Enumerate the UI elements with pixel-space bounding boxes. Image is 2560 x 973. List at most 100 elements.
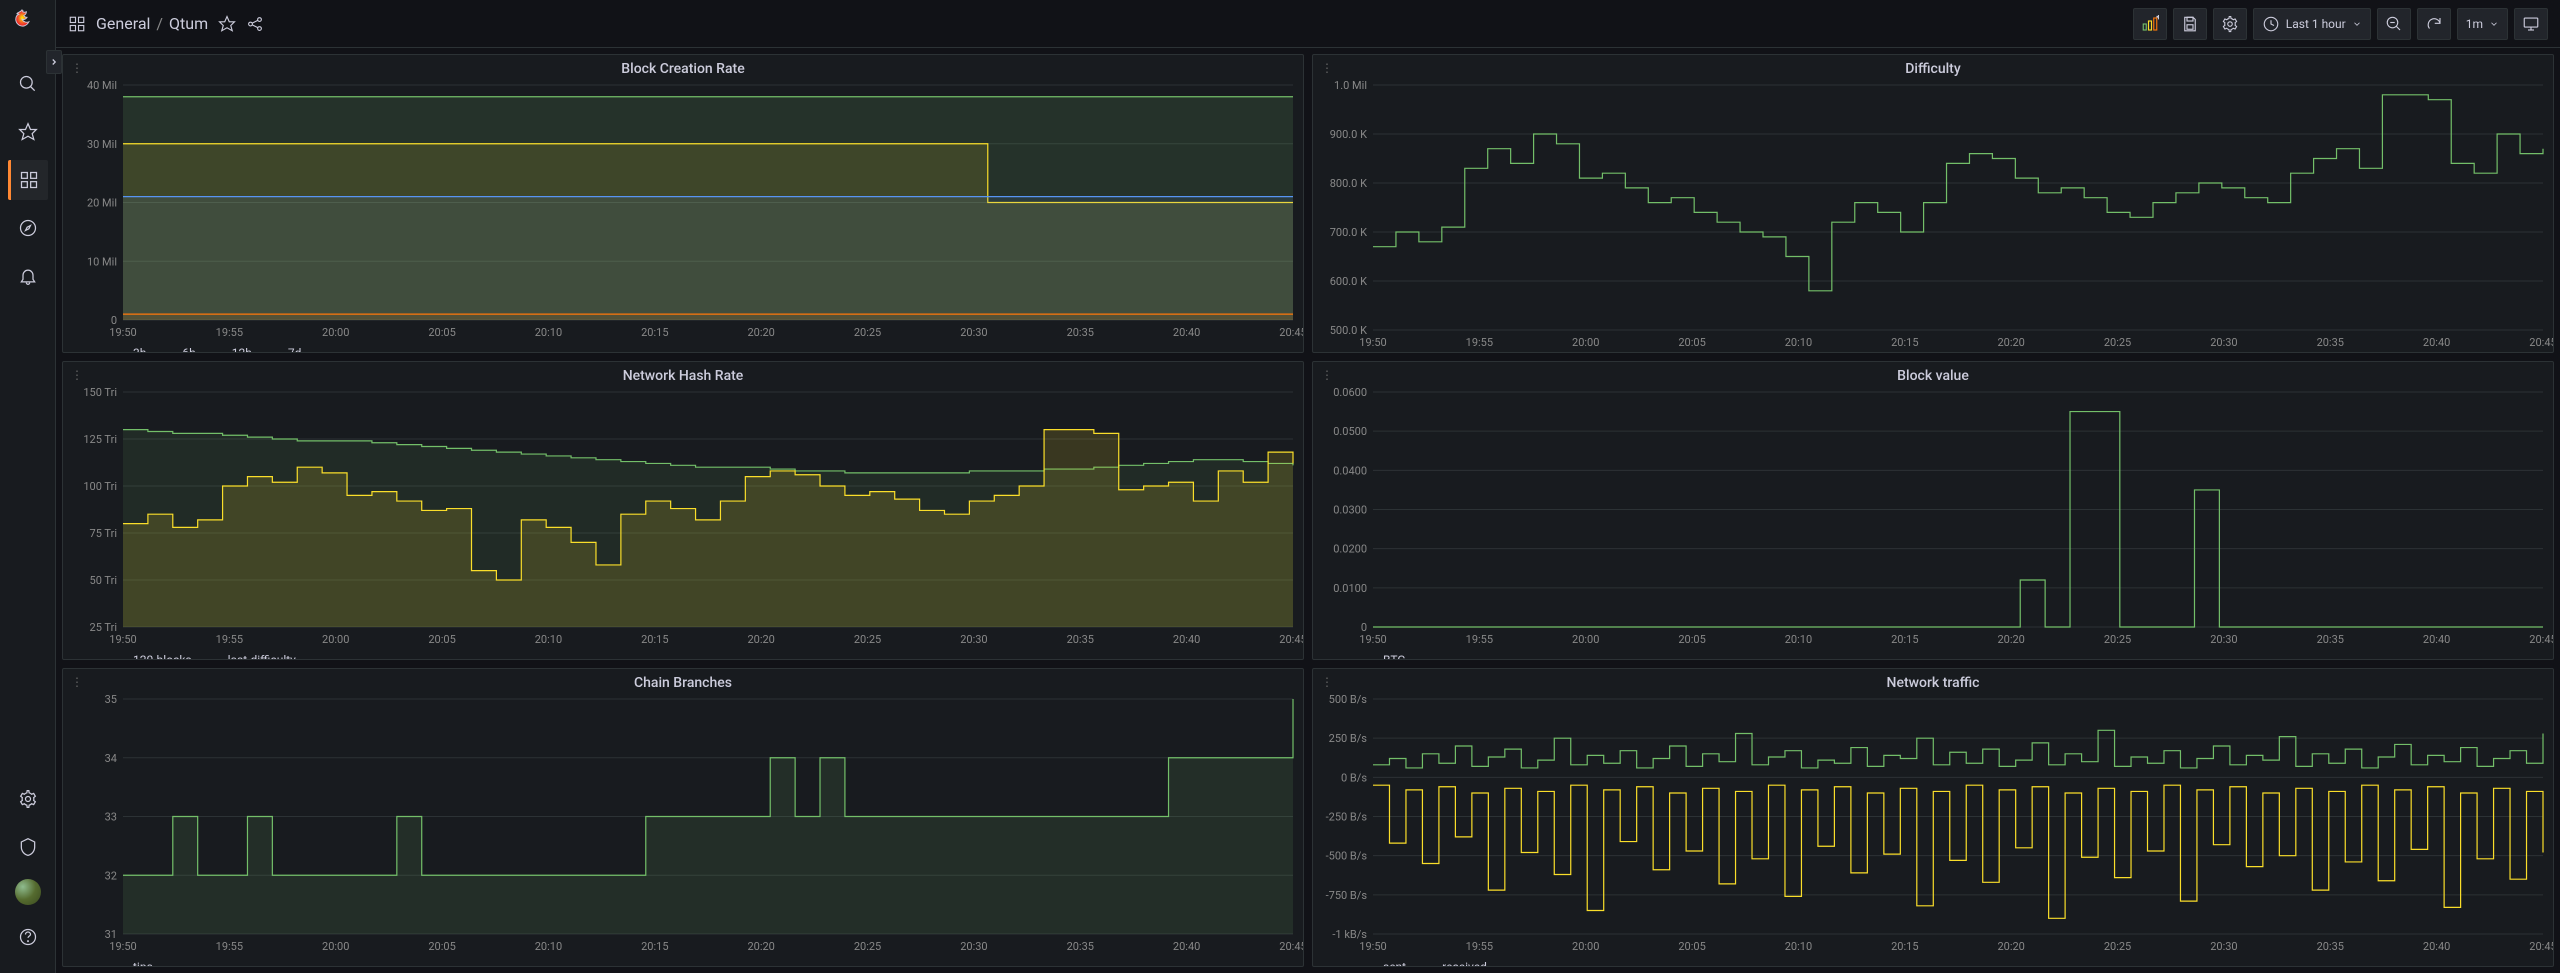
legend-label: sent — [1383, 960, 1406, 967]
legend-item[interactable]: 12h — [212, 346, 252, 353]
legend-item[interactable]: 7d — [268, 346, 302, 353]
breadcrumb-folder[interactable]: General — [96, 14, 150, 33]
svg-text:20:40: 20:40 — [2423, 633, 2450, 646]
svg-text:35: 35 — [105, 693, 117, 706]
svg-text:20:00: 20:00 — [1572, 940, 1599, 953]
sidebar — [0, 0, 56, 973]
add-panel-button[interactable]: + — [2133, 8, 2167, 40]
panel-drag-handle[interactable]: ⋮ — [71, 368, 83, 382]
svg-text:20:00: 20:00 — [1572, 336, 1599, 349]
svg-text:20:10: 20:10 — [535, 940, 562, 953]
svg-text:20:05: 20:05 — [1678, 940, 1705, 953]
chart[interactable]: -1 kB/s-750 B/s-500 B/s-250 B/s0 B/s250 … — [1313, 693, 2553, 956]
grafana-logo[interactable] — [12, 8, 44, 40]
explore-icon[interactable] — [8, 208, 48, 248]
panel-title[interactable]: Block value — [1313, 362, 2553, 386]
svg-text:20:40: 20:40 — [1173, 940, 1200, 953]
panel-title[interactable]: Chain Branches — [63, 669, 1303, 693]
svg-text:20:15: 20:15 — [641, 633, 668, 646]
svg-text:20:45: 20:45 — [2529, 940, 2553, 953]
panel-title[interactable]: Network Hash Rate — [63, 362, 1303, 386]
svg-text:150 Tri: 150 Tri — [83, 386, 117, 399]
dashboards-icon[interactable] — [8, 160, 48, 200]
svg-text:20:10: 20:10 — [1785, 940, 1812, 953]
panel-network-hash-rate: ⋮ Network Hash Rate 25 Tri50 Tri75 Tri10… — [62, 361, 1304, 660]
svg-text:20:35: 20:35 — [1067, 326, 1094, 339]
svg-text:19:55: 19:55 — [1466, 336, 1493, 349]
star-icon[interactable] — [218, 15, 236, 33]
svg-text:20:25: 20:25 — [2104, 940, 2131, 953]
svg-text:19:50: 19:50 — [1359, 336, 1386, 349]
legend-item[interactable]: received — [1422, 960, 1487, 967]
svg-text:600.0 K: 600.0 K — [1330, 275, 1367, 288]
svg-text:33: 33 — [105, 811, 117, 824]
legend-label: BTC — [1383, 653, 1405, 660]
svg-text:20:35: 20:35 — [1067, 940, 1094, 953]
panel-drag-handle[interactable]: ⋮ — [1321, 61, 1333, 75]
legend-item[interactable]: 3h — [113, 346, 146, 353]
legend-item[interactable]: sent — [1363, 960, 1406, 967]
svg-text:0.0600: 0.0600 — [1333, 386, 1367, 399]
svg-text:20:15: 20:15 — [1891, 633, 1918, 646]
save-button[interactable] — [2173, 8, 2207, 40]
configuration-icon[interactable] — [8, 779, 48, 819]
legend-item[interactable]: tips — [113, 960, 153, 967]
svg-text:20:10: 20:10 — [535, 633, 562, 646]
legend: sent received — [1313, 956, 2553, 967]
breadcrumb: General / Qtum — [96, 14, 208, 33]
legend-item[interactable]: BTC — [1363, 653, 1405, 660]
svg-text:20:20: 20:20 — [747, 940, 774, 953]
svg-text:20:40: 20:40 — [1173, 633, 1200, 646]
legend-label: 12h — [232, 346, 252, 353]
refresh-button[interactable] — [2417, 8, 2451, 40]
legend-item[interactable]: 120-blocks — [113, 653, 192, 660]
svg-text:20:45: 20:45 — [1279, 940, 1303, 953]
breadcrumb-dashboard[interactable]: Qtum — [169, 14, 208, 33]
legend-item[interactable]: 6h — [162, 346, 195, 353]
chart[interactable]: 25 Tri50 Tri75 Tri100 Tri125 Tri150 Tri1… — [63, 386, 1303, 649]
svg-text:20:40: 20:40 — [2423, 336, 2450, 349]
refresh-interval-picker[interactable]: 1m — [2457, 8, 2508, 40]
share-icon[interactable] — [246, 15, 264, 33]
svg-text:20:00: 20:00 — [322, 940, 349, 953]
panel-drag-handle[interactable]: ⋮ — [1321, 368, 1333, 382]
cycle-view-button[interactable] — [2514, 8, 2548, 40]
svg-text:20:05: 20:05 — [428, 633, 455, 646]
help-icon[interactable] — [8, 917, 48, 957]
panel-drag-handle[interactable]: ⋮ — [71, 61, 83, 75]
chart[interactable]: 313233343519:5019:5520:0020:0520:1020:15… — [63, 693, 1303, 956]
chart[interactable]: 500.0 K600.0 K700.0 K800.0 K900.0 K1.0 M… — [1313, 79, 2553, 352]
avatar[interactable] — [15, 879, 41, 905]
search-icon[interactable] — [8, 64, 48, 104]
legend-item[interactable]: last-difficulty — [208, 653, 296, 660]
panel-title[interactable]: Network traffic — [1313, 669, 2553, 693]
svg-text:40 Mil: 40 Mil — [87, 79, 117, 92]
svg-text:50 Tri: 50 Tri — [90, 574, 117, 587]
legend: tips — [63, 956, 1303, 967]
svg-text:20:20: 20:20 — [1997, 336, 2024, 349]
chart[interactable]: 00.01000.02000.03000.04000.05000.060019:… — [1313, 386, 2553, 649]
legend: BTC — [1313, 649, 2553, 660]
svg-text:20:35: 20:35 — [2317, 940, 2344, 953]
svg-text:0.0200: 0.0200 — [1333, 543, 1367, 556]
admin-icon[interactable] — [8, 827, 48, 867]
svg-text:20:15: 20:15 — [1891, 940, 1918, 953]
zoom-out-button[interactable] — [2377, 8, 2411, 40]
time-range-picker[interactable]: Last 1 hour — [2253, 8, 2371, 40]
topbar: General / Qtum + Last 1 hour 1m — [56, 0, 2560, 48]
svg-text:700.0 K: 700.0 K — [1330, 226, 1367, 239]
settings-button[interactable] — [2213, 8, 2247, 40]
alerting-icon[interactable] — [8, 256, 48, 296]
svg-text:20:05: 20:05 — [428, 940, 455, 953]
sidebar-expand-button[interactable] — [46, 50, 62, 74]
svg-text:20:10: 20:10 — [535, 326, 562, 339]
panel-drag-handle[interactable]: ⋮ — [1321, 675, 1333, 689]
svg-text:20:30: 20:30 — [960, 326, 987, 339]
starred-icon[interactable] — [8, 112, 48, 152]
panel-title[interactable]: Block Creation Rate — [63, 55, 1303, 79]
svg-text:800.0 K: 800.0 K — [1330, 177, 1367, 190]
chart[interactable]: 010 Mil20 Mil30 Mil40 Mil19:5019:5520:00… — [63, 79, 1303, 342]
panel-title[interactable]: Difficulty — [1313, 55, 2553, 79]
svg-text:0 B/s: 0 B/s — [1341, 771, 1367, 784]
panel-drag-handle[interactable]: ⋮ — [71, 675, 83, 689]
